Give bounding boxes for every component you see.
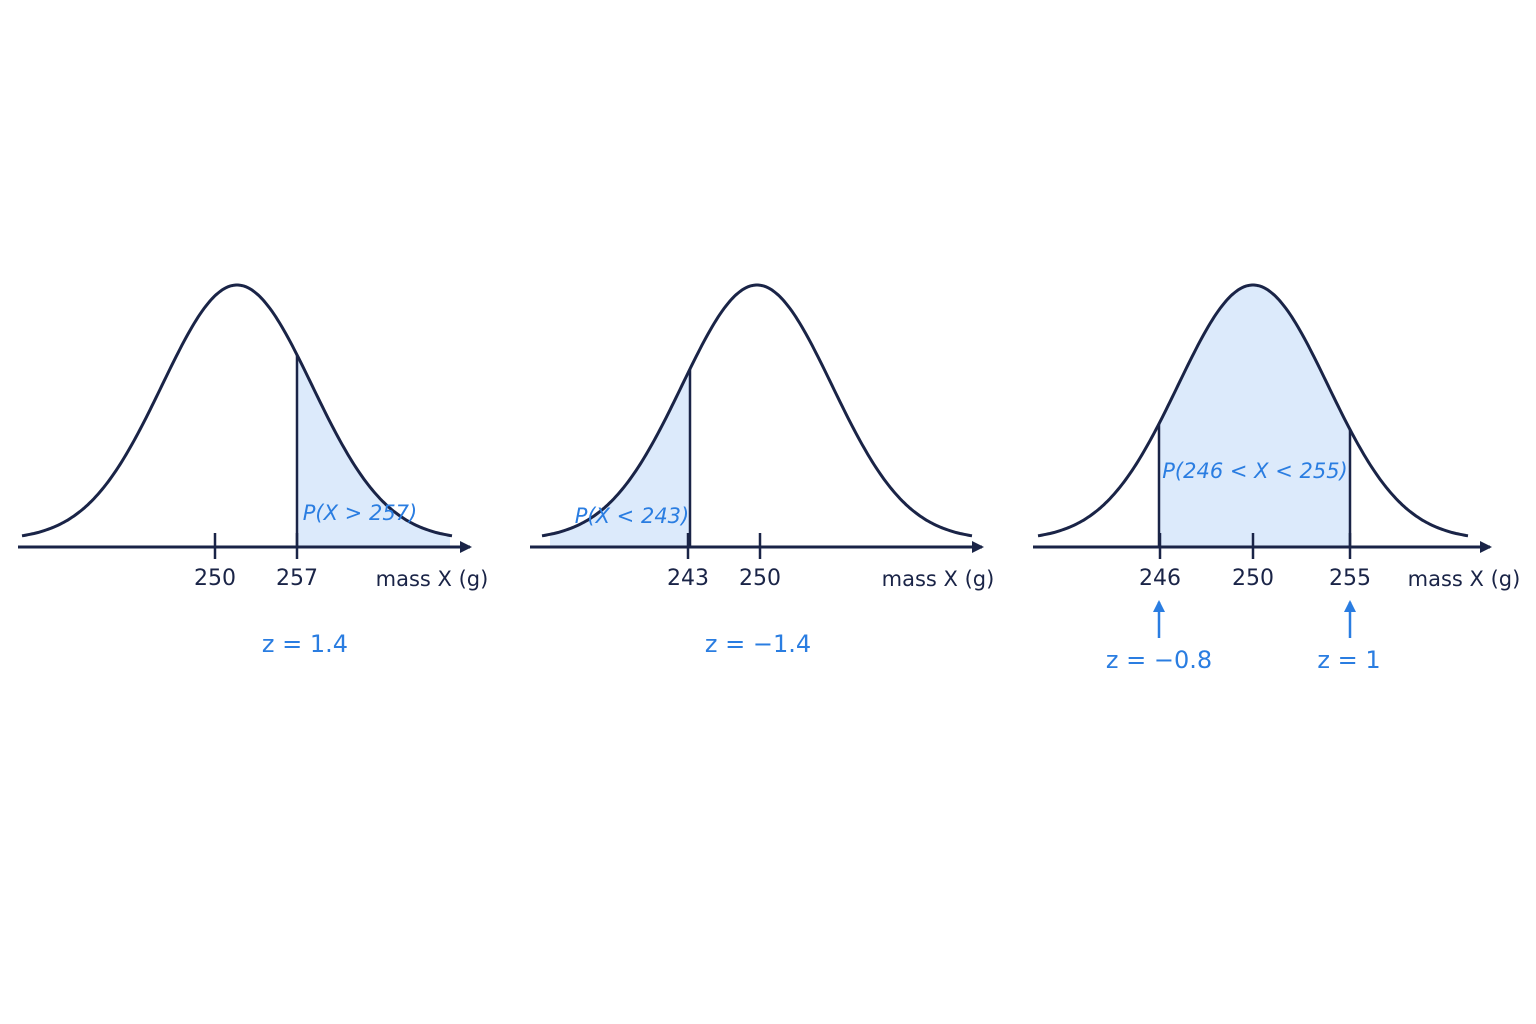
tick-label: 250 xyxy=(194,566,236,591)
tick-label: 243 xyxy=(667,566,709,591)
tick-label: 255 xyxy=(1329,566,1371,591)
z-label: z = 1 xyxy=(1317,646,1380,674)
axis-label: mass X (g) xyxy=(376,567,489,591)
shaded-region xyxy=(297,354,450,547)
z-label: z = −0.8 xyxy=(1106,646,1212,674)
normal-curve xyxy=(541,283,973,538)
tick-label: 246 xyxy=(1139,566,1181,591)
tick-label: 250 xyxy=(739,566,781,591)
region-label: P(246 < X < 255) xyxy=(1162,459,1348,483)
axis-label: mass X (g) xyxy=(882,567,995,591)
tick-label: 250 xyxy=(1232,566,1274,591)
shaded-region xyxy=(1159,285,1350,547)
shaded-region xyxy=(550,368,690,547)
normal-curve xyxy=(21,283,453,538)
axis-label: mass X (g) xyxy=(1408,567,1521,591)
tick-label: 257 xyxy=(276,566,318,591)
region-label: P(X > 257) xyxy=(303,501,417,525)
normal-curve xyxy=(1037,283,1469,538)
z-label: z = −1.4 xyxy=(705,630,811,658)
z-label: z = 1.4 xyxy=(262,630,348,658)
region-label: P(X < 243) xyxy=(575,504,689,528)
